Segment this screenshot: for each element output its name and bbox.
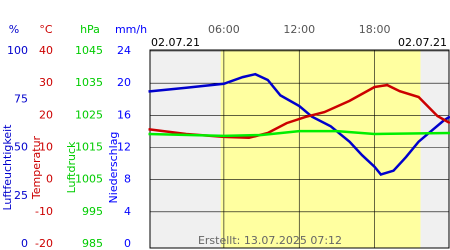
axis-title: Luftfeuchtigkeit: [1, 124, 14, 211]
x-tick-label: 12:00: [283, 23, 315, 36]
y-tick-label: 0: [21, 237, 28, 250]
y-tick-label: 985: [82, 237, 103, 250]
y-tick-label: 4: [124, 205, 131, 218]
y-tick-label: 1045: [75, 44, 103, 57]
y-tick-label: 30: [39, 76, 53, 89]
series-line: [148, 83, 450, 140]
y-tick-label: 0: [124, 237, 131, 250]
y-tick-label: 1025: [75, 108, 103, 121]
y-tick-label: -20: [35, 237, 53, 250]
y-tick-label: 0: [46, 173, 53, 186]
y-tick-label: 20: [39, 108, 53, 121]
y-tick-label: 25: [14, 189, 28, 202]
x-tick-label: 06:00: [208, 23, 240, 36]
y-tick-label: 24: [117, 44, 131, 57]
y-tick-label: 50: [14, 141, 28, 154]
created-note: Erstellt: 13.07.2025 07:12: [198, 234, 342, 247]
y-tick-label: 40: [39, 44, 53, 57]
date-right: 02.07.21: [398, 36, 447, 49]
series-line: [148, 72, 450, 176]
axis-unit: mm/h: [115, 23, 147, 36]
y-tick-label: 16: [117, 108, 131, 121]
y-tick-label: 8: [124, 173, 131, 186]
axis-unit: °C: [39, 23, 53, 36]
y-tick-label: 995: [82, 205, 103, 218]
daylight: [220, 50, 421, 248]
axis-unit: hPa: [80, 23, 100, 36]
series-line: [148, 129, 450, 138]
axis-title: Niederschlag: [107, 132, 120, 204]
y-tick-label: 75: [14, 92, 28, 105]
y-tick-label: -10: [35, 205, 53, 218]
date-left: 02.07.21: [151, 36, 200, 49]
y-tick-label: 100: [7, 44, 28, 57]
x-tick-label: 18:00: [359, 23, 391, 36]
y-tick-label: 1005: [75, 173, 103, 186]
axis-title: Temperatur: [30, 135, 43, 200]
y-tick-label: 12: [117, 141, 131, 154]
y-tick-label: 20: [117, 76, 131, 89]
y-tick-label: 1035: [75, 76, 103, 89]
axis-title: Luftdruck: [65, 141, 78, 193]
y-tick-label: 1015: [75, 141, 103, 154]
axis-unit: %: [9, 23, 19, 36]
y-tick-label: 10: [39, 141, 53, 154]
